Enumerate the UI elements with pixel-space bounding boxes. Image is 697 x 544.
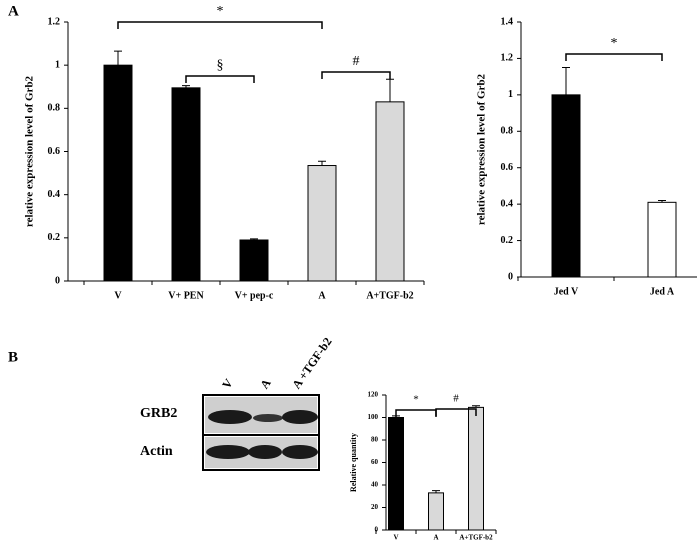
- x-tick-label: Jed V: [554, 286, 579, 297]
- blot-lane-label: V: [219, 376, 236, 391]
- panel-label: B: [8, 349, 18, 365]
- error-bar: [658, 200, 666, 203]
- x-tick-label: Jed A: [650, 286, 675, 297]
- y-tick-label: 0.8: [501, 126, 514, 137]
- blot-band: [208, 410, 252, 424]
- x-tick-label: V: [114, 290, 122, 301]
- bar: [551, 94, 581, 278]
- bar: [171, 87, 201, 282]
- significance-mark: *: [217, 4, 224, 19]
- significance-mark: *: [413, 394, 419, 406]
- y-tick-label: 0: [55, 275, 60, 286]
- y-tick-label: 0.4: [501, 198, 514, 209]
- bar: [468, 406, 484, 531]
- y-tick-label: 0: [375, 526, 379, 534]
- significance-bracket: [435, 408, 477, 416]
- bar: [647, 201, 677, 278]
- significance-mark: *: [611, 36, 618, 51]
- x-tick-label: V+ pep-c: [235, 290, 274, 301]
- x-tick-label: A: [318, 290, 326, 301]
- blot-band: [282, 410, 318, 424]
- error-bar: [562, 67, 570, 95]
- y-tick-label: 1.4: [501, 16, 514, 27]
- bar: [428, 492, 444, 531]
- blot-band: [206, 445, 250, 459]
- y-tick-label: 1: [508, 89, 513, 100]
- y-tick-label: 0.2: [501, 235, 514, 246]
- x-tick-label: V: [393, 534, 398, 542]
- significance-mark: §: [217, 58, 224, 73]
- panel-label: A: [8, 3, 19, 19]
- error-bar: [250, 238, 258, 240]
- y-tick-label: 0: [508, 271, 513, 282]
- y-tick-label: 1.2: [48, 16, 61, 27]
- blot-row-label: Actin: [140, 444, 173, 459]
- y-axis-label: Relative quantity: [349, 433, 358, 492]
- y-tick-label: 40: [371, 481, 379, 489]
- error-bar: [432, 490, 440, 493]
- bar-chart: 0 20 40 60 80 100 120 Relative quantity V A A+TGF-…: [349, 391, 497, 542]
- bar: [375, 101, 405, 282]
- bar-chart: 0 0.2 0.4 0.6 0.8 1 1.2 relative expression lev…: [24, 4, 425, 301]
- x-tick-label: V+ PEN: [168, 290, 204, 301]
- significance-bracket: [321, 71, 391, 79]
- y-tick-label: 60: [371, 458, 379, 466]
- y-axis-label: relative expression level of Grb2: [476, 73, 488, 225]
- significance-bracket: [565, 53, 663, 61]
- error-bar: [318, 160, 326, 166]
- y-tick-label: 1.2: [501, 53, 514, 64]
- x-tick-label: A+TGF-b2: [366, 290, 413, 301]
- y-axis-label: relative expression level of Grb2: [24, 75, 36, 227]
- bar: [388, 417, 404, 531]
- significance-mark: #: [353, 54, 360, 69]
- error-bar: [386, 78, 394, 102]
- y-tick-label: 0.2: [48, 232, 61, 243]
- y-tick-label: 0.6: [501, 162, 514, 173]
- bar: [239, 239, 269, 282]
- significance-bracket: [395, 409, 437, 417]
- blot-band: [248, 445, 282, 459]
- blot-lane-label: A: [257, 376, 274, 391]
- significance-bracket: [185, 75, 255, 83]
- y-tick-label: 80: [371, 436, 379, 444]
- y-tick-label: 0.4: [48, 189, 61, 200]
- y-tick-label: 0.6: [48, 146, 61, 157]
- x-tick-label: A+TGF-b2: [459, 534, 493, 542]
- y-tick-label: 0.8: [48, 103, 61, 114]
- error-bar: [182, 85, 190, 88]
- western-blot: GRB2 Actin V A A +TGF-b2: [140, 335, 335, 471]
- bar: [103, 64, 133, 282]
- y-tick-label: 100: [368, 413, 379, 421]
- bar-chart: 0 0.2 0.4 0.6 0.8 1 1.2 1.4 relative expression …: [476, 16, 697, 297]
- blot-lane-label: A +TGF-b2: [289, 335, 334, 392]
- blot-row-label: GRB2: [140, 406, 177, 421]
- blot-band: [253, 414, 283, 422]
- significance-bracket: [117, 21, 323, 29]
- x-tick-label: A: [433, 534, 438, 542]
- y-tick-label: 20: [371, 503, 379, 511]
- significance-mark: #: [453, 393, 459, 405]
- error-bar: [114, 50, 122, 66]
- blot-band: [282, 445, 318, 459]
- y-tick-label: 1: [55, 59, 60, 70]
- error-bar: [472, 405, 480, 408]
- y-tick-label: 120: [368, 391, 379, 399]
- bar: [307, 165, 337, 282]
